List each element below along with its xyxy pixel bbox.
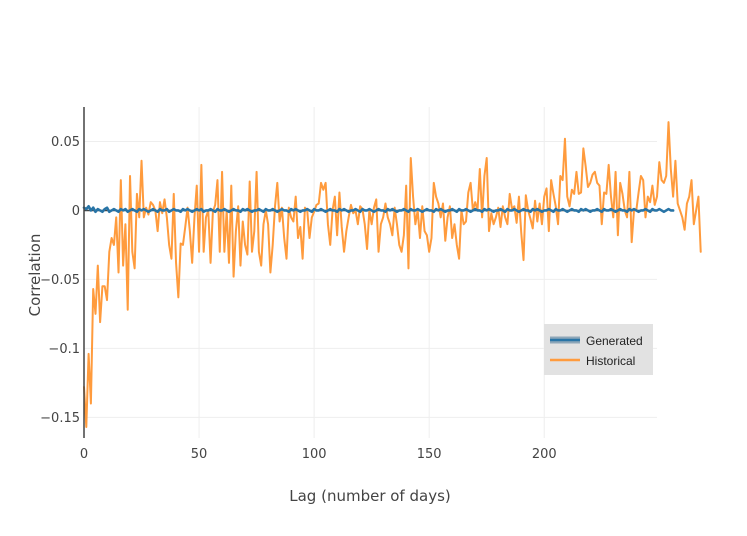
legend[interactable]: Generated Historical bbox=[544, 324, 653, 375]
x-gridlines bbox=[198, 107, 545, 438]
x-tick-label: 0 bbox=[80, 447, 88, 462]
series-line-historical bbox=[83, 121, 702, 428]
x-tick-labels: 0 50 100 150 200 bbox=[80, 447, 557, 462]
legend-historical-label: Historical bbox=[586, 354, 635, 368]
y-axis-title: Correlation bbox=[26, 234, 44, 317]
y-tick-label: −0.15 bbox=[40, 411, 80, 426]
x-axis-title: Lag (number of days) bbox=[289, 487, 450, 505]
y-tick-label: 0.05 bbox=[51, 135, 80, 150]
y-tick-label: 0 bbox=[72, 204, 80, 219]
y-tick-label: −0.1 bbox=[48, 342, 80, 357]
series-line-generated bbox=[82, 205, 675, 214]
y-tick-labels: −0.15 −0.1 −0.05 0 0.05 bbox=[40, 135, 80, 426]
legend-generated-label: Generated bbox=[586, 334, 643, 348]
x-tick-label: 200 bbox=[532, 447, 557, 462]
x-tick-label: 50 bbox=[191, 447, 208, 462]
x-tick-label: 100 bbox=[302, 447, 327, 462]
series-layer bbox=[82, 121, 702, 428]
y-tick-label: −0.05 bbox=[40, 273, 80, 288]
legend-background bbox=[544, 324, 653, 375]
x-tick-label: 150 bbox=[417, 447, 442, 462]
